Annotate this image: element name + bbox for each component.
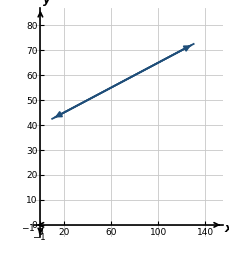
Text: $-$1: $-$1 bbox=[32, 231, 46, 242]
Text: $-$1: $-$1 bbox=[21, 222, 35, 233]
Text: y: y bbox=[43, 0, 50, 6]
Text: x: x bbox=[223, 222, 229, 235]
